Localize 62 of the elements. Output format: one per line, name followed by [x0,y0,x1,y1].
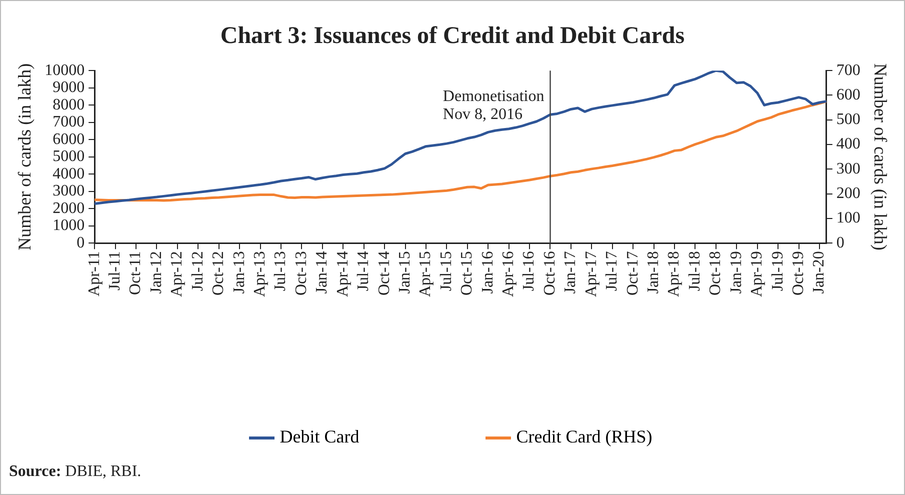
x-tick-label: Jan-14 [314,251,331,294]
legend-label: Credit Card (RHS) [516,426,652,447]
y-tick-label: 9000 [52,79,85,96]
x-tick-label: Jan-16 [479,251,496,294]
x-tick-label: Oct-18 [707,251,724,296]
y2-tick-label: 200 [836,185,860,202]
x-tick-label: Oct-17 [624,251,642,296]
x-tick-label: Jan-17 [562,251,580,294]
y-tick-label: 2000 [52,200,85,217]
x-tick-label: Oct-13 [292,251,310,296]
y2-axis-title: Number of cards (in lakh) [870,63,890,250]
x-tick-label: Jan-19 [728,251,745,294]
x-tick-label: Jul-14 [355,251,372,292]
x-tick-label: Apr-15 [417,251,434,297]
x-tick-label: Oct-19 [790,251,807,296]
x-tick-label: Apr-12 [168,251,186,297]
x-tick-label: Apr-14 [334,251,352,297]
x-tick-label: Jul-13 [272,251,290,292]
x-tick-label: Oct-14 [376,251,393,296]
x-tick-label: Jul-11 [106,251,124,291]
x-tick-label: Jul-15 [438,251,455,292]
y2-tick-label: 400 [836,136,860,153]
x-tick-label: Jan-13 [230,251,248,294]
y-tick-label: 0 [76,234,85,252]
legend-label: Debit Card [280,426,360,447]
y2-tick-label: 500 [836,111,860,128]
y-tick-label: 4000 [52,165,85,182]
y-tick-label: 6000 [52,130,85,148]
x-tick-label: Apr-19 [748,251,766,297]
x-tick-label: Jan-12 [148,251,165,294]
x-tick-label: Oct-16 [541,251,558,296]
y-tick-label: 1000 [52,217,85,234]
x-tick-label: Jul-16 [520,251,538,292]
x-tick-label: Apr-17 [582,251,600,297]
y-tick-label: 5000 [52,148,85,166]
x-tick-label: Apr-16 [500,251,518,297]
chart-title: Chart 3: Issuances of Credit and Debit Cards [219,23,686,50]
x-tick-label: Jul-17 [604,251,621,292]
source-note: Source: DBIE, RBI. [9,463,142,481]
y2-tick-label: 300 [836,160,860,178]
x-tick-label: Jan-15 [396,251,414,294]
y2-tick-label: 600 [836,86,860,104]
ref-line-label: Demonetisation Nov 8, 2016 [442,88,544,123]
x-tick-label: Apr-13 [251,251,268,297]
x-tick-label: Jul-12 [189,251,206,292]
x-tick-label: Jul-19 [769,251,786,292]
x-tick-label: Oct-12 [210,251,228,296]
x-tick-label: Jan-20 [810,251,828,294]
y2-tick-label: 100 [836,210,860,227]
y-tick-label: 8000 [52,96,85,114]
y-tick-label: 10000 [44,62,85,79]
x-tick-label: Oct-15 [458,251,476,296]
y-tick-label: 7000 [52,114,85,131]
y2-tick-label: 0 [836,234,844,252]
x-tick-label: Apr-18 [666,251,683,297]
x-tick-label: Jan-18 [645,251,662,294]
x-tick-label: Oct-11 [127,251,144,295]
y-tick-label: 3000 [52,182,85,200]
y-axis-title: Number of cards (in lakh) [14,63,35,250]
x-tick-label: Jul-18 [686,251,704,292]
x-tick-label: Apr-11 [86,251,103,296]
y2-tick-label: 700 [836,62,860,79]
